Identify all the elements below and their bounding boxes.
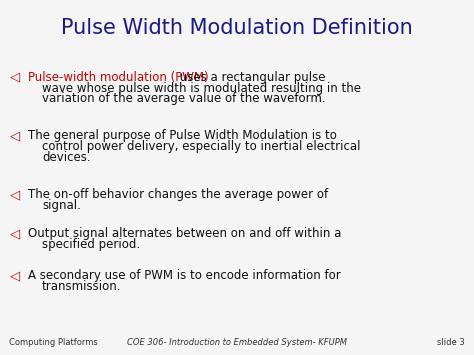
- Text: Computing Platforms: Computing Platforms: [9, 338, 98, 347]
- Text: wave whose pulse width is modulated resulting in the: wave whose pulse width is modulated resu…: [42, 82, 361, 94]
- Text: variation of the average value of the waveform.: variation of the average value of the wa…: [42, 92, 326, 105]
- Text: signal.: signal.: [42, 199, 81, 212]
- Text: COE 306- Introduction to Embedded System- KFUPM: COE 306- Introduction to Embedded System…: [127, 338, 347, 347]
- Text: The general purpose of Pulse Width Modulation is to: The general purpose of Pulse Width Modul…: [28, 130, 337, 142]
- Text: control power delivery, especially to inertial electrical: control power delivery, especially to in…: [42, 140, 361, 153]
- Text: Pulse-width modulation (PWM): Pulse-width modulation (PWM): [28, 71, 209, 84]
- Text: ◁: ◁: [10, 71, 20, 84]
- Text: Output signal alternates between on and off within a: Output signal alternates between on and …: [28, 227, 341, 240]
- Text: ◁: ◁: [10, 188, 20, 201]
- Text: The on-off behavior changes the average power of: The on-off behavior changes the average …: [28, 188, 328, 201]
- Text: devices.: devices.: [42, 151, 91, 164]
- Text: ◁: ◁: [10, 227, 20, 240]
- Text: ◁: ◁: [10, 130, 20, 142]
- Text: A secondary use of PWM is to encode information for: A secondary use of PWM is to encode info…: [28, 269, 341, 282]
- Text: Pulse Width Modulation Definition: Pulse Width Modulation Definition: [61, 17, 413, 38]
- Text: transmission.: transmission.: [42, 280, 121, 293]
- Text: uses a rectangular pulse: uses a rectangular pulse: [176, 71, 326, 84]
- Text: specified period.: specified period.: [42, 238, 140, 251]
- Text: slide 3: slide 3: [437, 338, 465, 347]
- Text: ◁: ◁: [10, 269, 20, 282]
